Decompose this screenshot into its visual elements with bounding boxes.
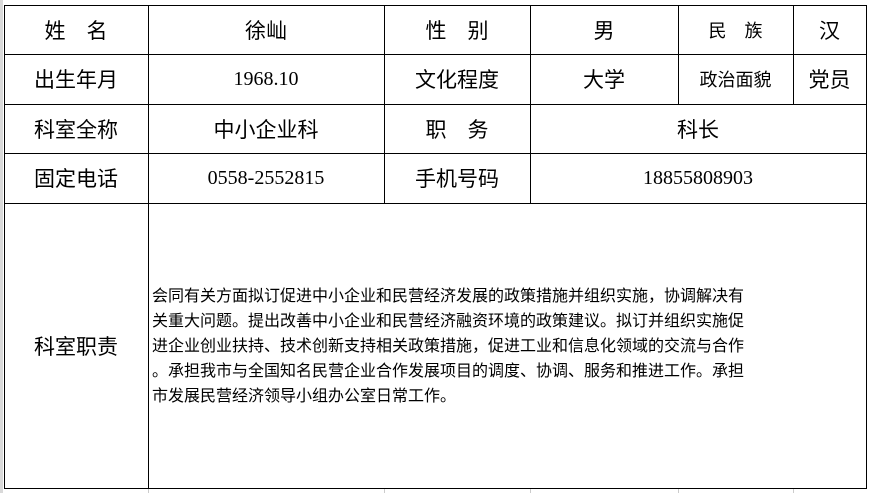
duty-line: 。承担我市与全国知名民营企业合作发展项目的调度、协调、服务和推进工作。承担: [152, 361, 745, 380]
dept-label: 科室全称: [4, 104, 149, 154]
duty-label: 科室职责: [4, 203, 149, 489]
birth-label: 出生年月: [4, 54, 149, 105]
phone-label: 固定电话: [4, 153, 149, 204]
position-value[interactable]: 科长: [530, 104, 867, 154]
duty-line: 会同有关方面拟订促进中小企业和民营经济发展的政策措施并组织实施，协调解决有: [152, 286, 745, 305]
gridline: [530, 489, 531, 493]
education-value[interactable]: 大学: [530, 54, 679, 105]
position-label: 职 务: [384, 104, 531, 154]
gridline: [148, 489, 149, 493]
dept-value[interactable]: 中小企业科: [148, 104, 385, 154]
name-label: 姓 名: [4, 5, 149, 55]
gridline: [678, 489, 679, 493]
birth-value[interactable]: 1968.10: [148, 54, 385, 105]
gridline: [384, 489, 385, 493]
name-value[interactable]: 徐屾: [148, 5, 385, 55]
duty-line: 市发展民营经济领导小组办公室日常工作。: [152, 386, 457, 405]
sheet-gutter: [0, 0, 3, 493]
phone-value[interactable]: 0558-2552815: [148, 153, 385, 204]
mobile-label: 手机号码: [384, 153, 531, 204]
duty-text: 会同有关方面拟订促进中小企业和民营经济发展的政策措施并组织实施，协调解决有 关重…: [152, 283, 744, 408]
mobile-value[interactable]: 18855808903: [530, 153, 867, 204]
gridline: [793, 489, 794, 493]
ethnicity-label: 民 族: [678, 5, 794, 55]
duty-line: 关重大问题。提出改善中小企业和民营经济融资环境的政策建议。拟订并组织实施促: [152, 311, 745, 330]
info-table: [4, 5, 867, 489]
gender-value[interactable]: 男: [530, 5, 679, 55]
duty-value[interactable]: 会同有关方面拟订促进中小企业和民营经济发展的政策措施并组织实施，协调解决有 关重…: [148, 203, 867, 489]
gender-label: 性 别: [384, 5, 531, 55]
political-value[interactable]: 党员: [793, 54, 867, 105]
duty-line: 进企业创业扶持、技术创新支持相关政策措施，促进工业和信息化领域的交流与合作: [152, 336, 745, 355]
political-label: 政治面貌: [678, 54, 794, 105]
ethnicity-value[interactable]: 汉: [793, 5, 867, 55]
education-label: 文化程度: [384, 54, 531, 105]
